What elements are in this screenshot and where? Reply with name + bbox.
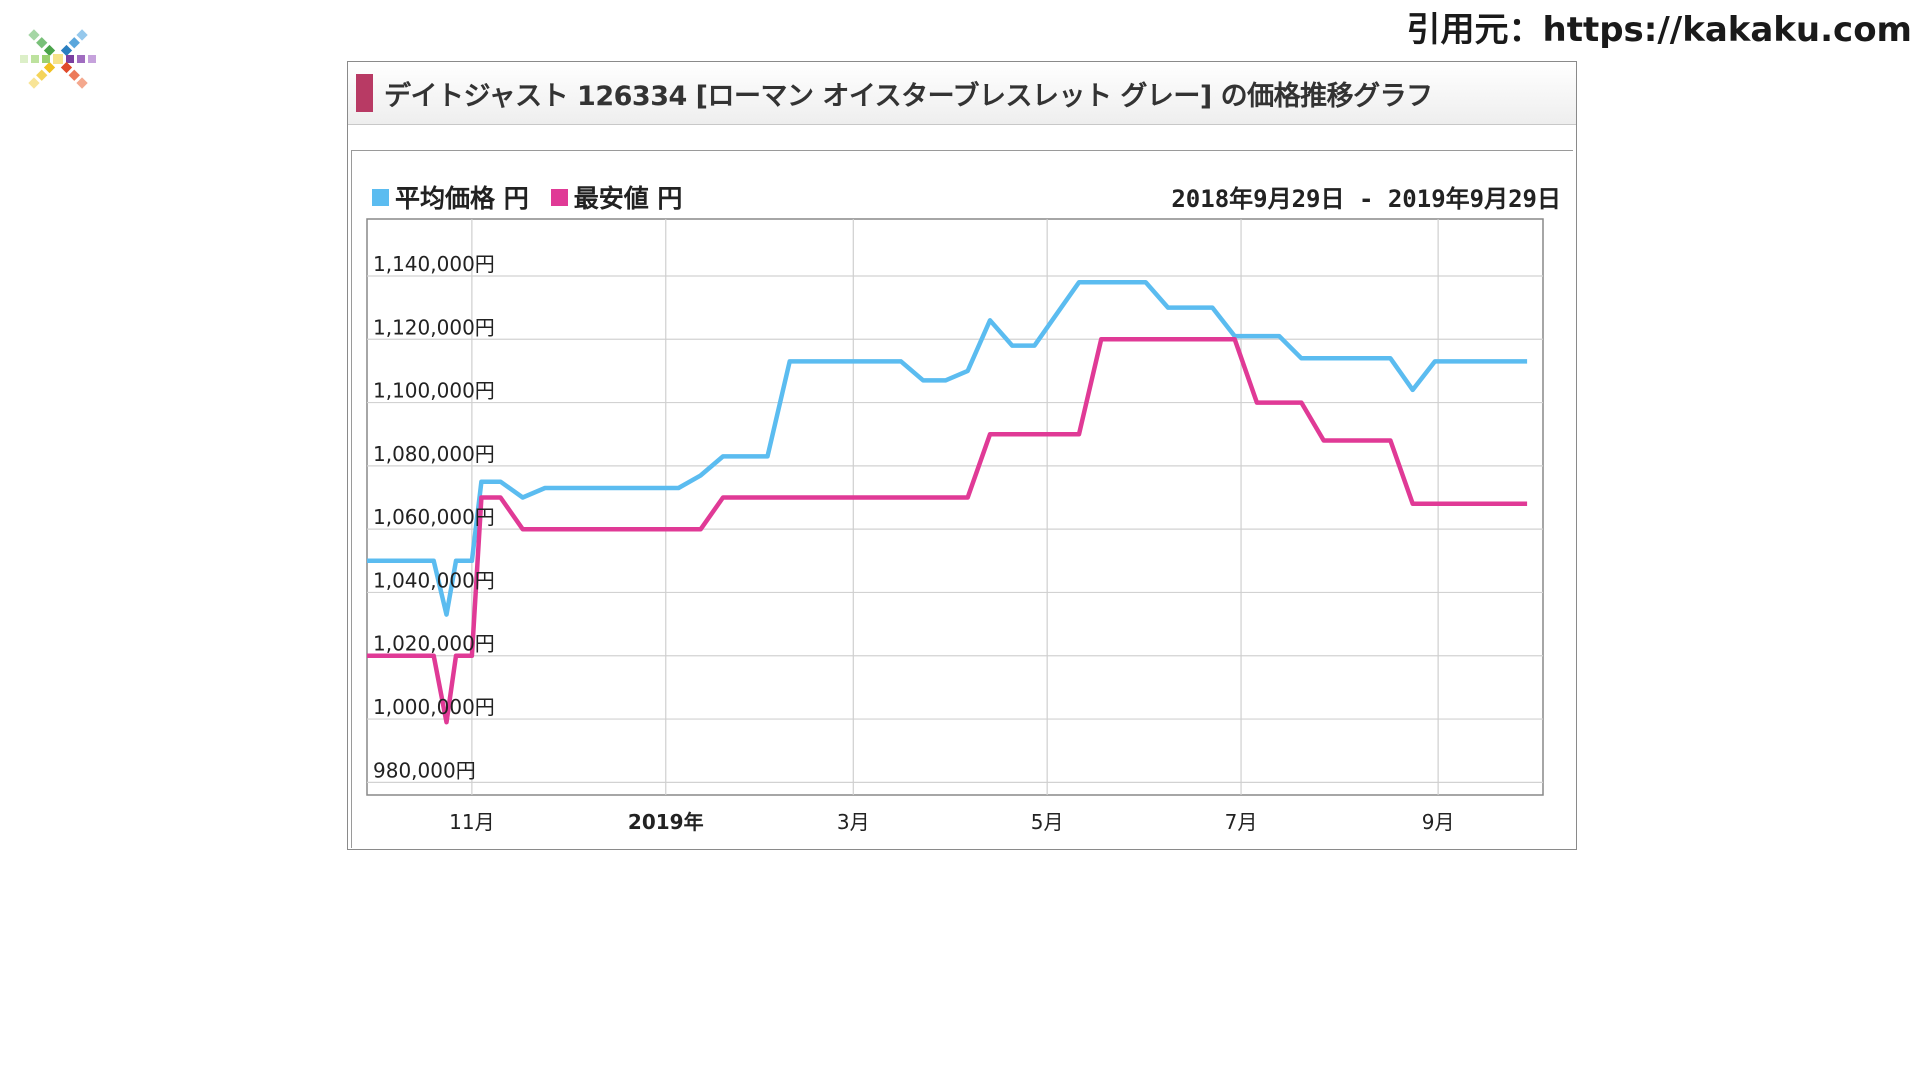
logo-tile — [43, 61, 56, 74]
x-tick-label: 9月 — [1422, 810, 1455, 834]
logo-tile — [36, 69, 48, 81]
logo-tile — [28, 77, 40, 89]
logo-tile — [68, 37, 80, 49]
x-tick-label: 7月 — [1225, 810, 1258, 834]
header-accent-bar — [356, 74, 373, 112]
chart-title: デイトジャスト 126334 [ローマン オイスターブレスレット グレー] の価… — [384, 81, 1433, 112]
card-header: デイトジャスト 126334 [ローマン オイスターブレスレット グレー] の価… — [348, 62, 1576, 125]
date-range: 2018年9月29日 - 2019年9月29日 — [1171, 185, 1561, 213]
plot-area — [366, 218, 1544, 796]
price-history-card: デイトジャスト 126334 [ローマン オイスターブレスレット グレー] の価… — [347, 61, 1577, 850]
logo-tile — [20, 55, 28, 63]
logo-tile — [88, 55, 96, 63]
logo-tile — [76, 29, 88, 41]
series-line-average — [367, 280, 1528, 617]
chart-legend: 平均価格 円 最安値 円 — [372, 179, 704, 215]
y-tick-label: 1,120,000円 — [373, 315, 495, 339]
y-tick-label: 1,060,000円 — [373, 505, 495, 529]
logo-tile — [76, 77, 88, 89]
legend-item-average: 平均価格 円 — [372, 179, 529, 215]
chart-panel: 平均価格 円 最安値 円 2018年9月29日 - 2019年9月29日 980… — [351, 150, 1573, 848]
y-tick-label: 1,000,000円 — [373, 695, 495, 719]
x-tick-label: 2019年 — [628, 810, 704, 834]
y-tick-label: 980,000円 — [373, 758, 476, 782]
series-line-lowest — [367, 337, 1528, 725]
y-tick-label: 1,020,000円 — [373, 632, 495, 656]
logo-tile — [43, 44, 56, 57]
logo-tile — [68, 69, 80, 81]
legend-label-lowest: 最安値 円 — [573, 184, 683, 213]
y-tick-label: 1,080,000円 — [373, 442, 495, 466]
site-logo — [20, 29, 96, 89]
legend-swatch-average — [372, 188, 389, 206]
logo-tile — [31, 55, 39, 63]
logo-tile — [60, 44, 73, 57]
logo-tile — [77, 55, 85, 63]
logo-tile — [36, 37, 48, 49]
logo-tile — [42, 55, 50, 63]
legend-item-lowest: 最安値 円 — [550, 179, 683, 215]
logo-tile — [28, 29, 40, 41]
logo-tile — [66, 55, 74, 63]
x-tick-label: 3月 — [837, 810, 870, 834]
x-tick-label: 11月 — [449, 810, 494, 834]
y-tick-label: 1,040,000円 — [373, 568, 495, 592]
line-chart: 980,000円 1,000,000円 1,020,000円 1,040,000円 1,… — [366, 218, 1544, 834]
citation-source: 引用元：https://kakaku.com — [1406, 10, 1912, 50]
legend-swatch-lowest — [550, 188, 568, 206]
logo-center — [53, 54, 63, 64]
x-tick-label: 5月 — [1031, 810, 1064, 834]
legend-label-average: 平均価格 円 — [395, 184, 529, 213]
y-tick-label: 1,100,000円 — [373, 379, 495, 403]
y-tick-label: 1,140,000円 — [373, 252, 495, 276]
